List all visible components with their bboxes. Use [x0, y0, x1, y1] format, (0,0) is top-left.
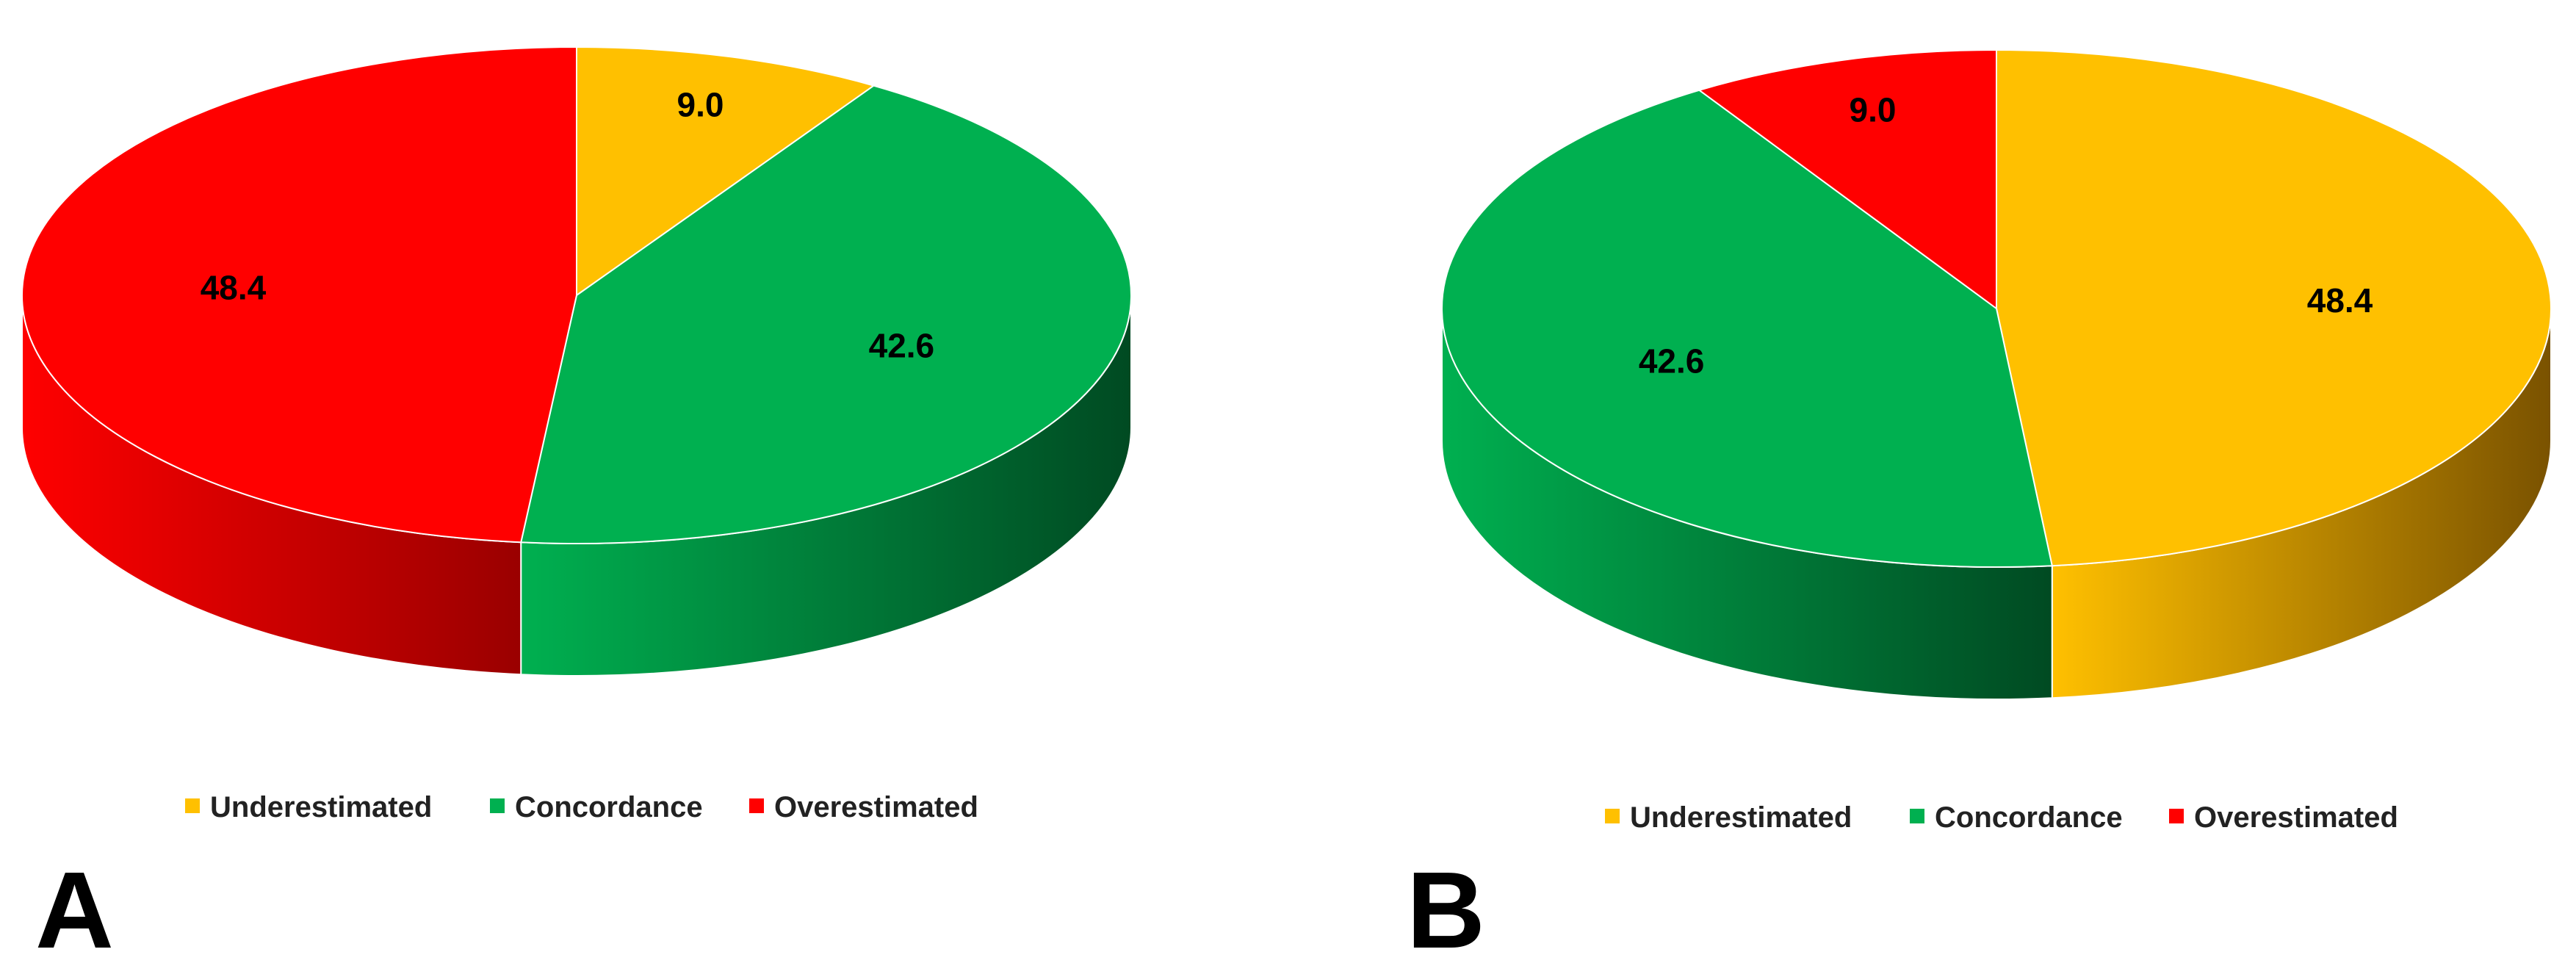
panel-letter-b: B — [1407, 850, 1485, 963]
pie-slice-overestimated — [1698, 48, 1997, 310]
pie-chart-a: 9.0 42.6 48.4 — [21, 46, 1132, 677]
legend-b-label-concordance: Concordance — [1935, 801, 2123, 834]
legend-a-swatch-underestimated — [185, 798, 200, 813]
legend-a-label-underestimated: Underestimated — [210, 791, 432, 823]
pie-slice-underestimated — [576, 46, 876, 297]
pie-chart-b: 48.4 42.6 9.0 — [1441, 48, 2552, 700]
legend-b-label-underestimated: Underestimated — [1630, 801, 1852, 834]
legend-a-label-concordance: Concordance — [515, 791, 703, 823]
pie-slice-concordance — [519, 84, 1132, 544]
legend-b-swatch-underestimated — [1605, 809, 1620, 823]
legend-b-swatch-overestimated — [2169, 809, 2184, 823]
legend-a-swatch-concordance — [490, 798, 505, 813]
pie-label-concordance: 42.6 — [869, 327, 935, 365]
pie-slice-concordance — [1441, 89, 2053, 568]
pie-label-overestimated: 9.0 — [1850, 91, 1897, 129]
panel-letter-a: A — [35, 850, 114, 963]
legend-b: Underestimated Concordance Overestimated — [1605, 801, 2398, 834]
legend-b-label-overestimated: Overestimated — [2194, 801, 2398, 834]
pie-label-underestimated: 48.4 — [2307, 281, 2373, 320]
legend-b-swatch-concordance — [1910, 809, 1924, 823]
legend-a-label-overestimated: Overestimated — [774, 791, 978, 823]
pie-slice-overestimated — [21, 46, 577, 544]
pie-slice-underestimated — [1996, 48, 2552, 567]
pie-label-underestimated: 9.0 — [677, 85, 724, 123]
pie-label-concordance: 42.6 — [1639, 342, 1705, 380]
pie-label-overestimated: 48.4 — [201, 268, 267, 306]
legend-a: Underestimated Concordance Overestimated — [185, 791, 978, 823]
legend-a-swatch-overestimated — [749, 798, 764, 813]
